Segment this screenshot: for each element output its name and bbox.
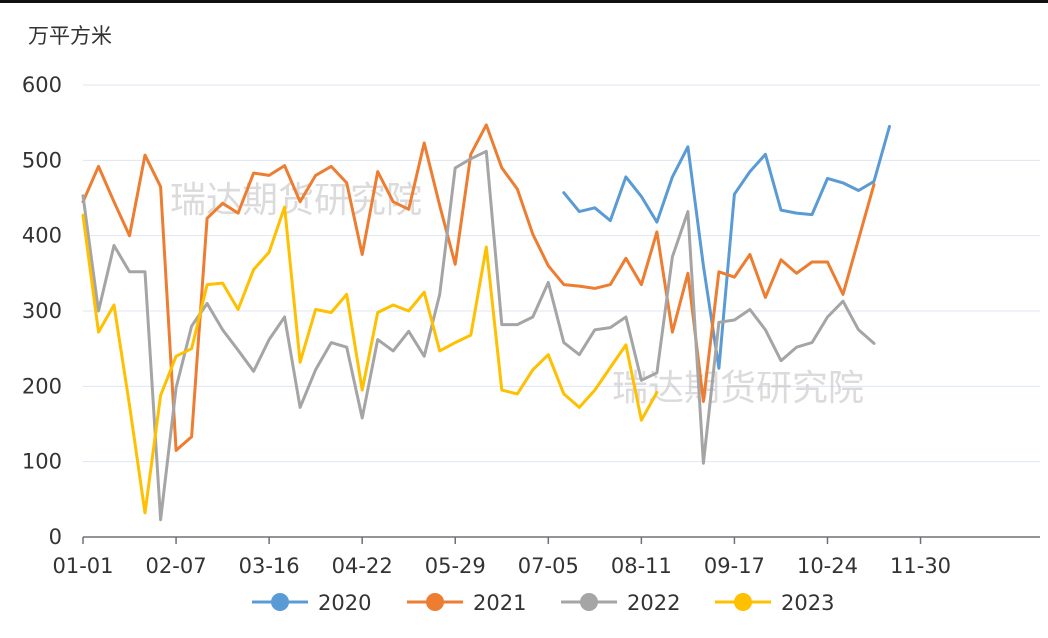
legend-marker-2021 bbox=[426, 593, 444, 611]
x-tick-label-01-01: 01-01 bbox=[52, 554, 113, 578]
series-line-2021 bbox=[81, 123, 876, 452]
x-tick-label-10-24: 10-24 bbox=[797, 554, 858, 578]
y-tick-label-0: 0 bbox=[49, 525, 62, 549]
legend-label-2020: 2020 bbox=[318, 591, 371, 615]
legend-marker-2022 bbox=[580, 593, 598, 611]
series-line-2023 bbox=[81, 205, 659, 515]
legend-marker-2023 bbox=[734, 593, 752, 611]
x-tick-label-05-29: 05-29 bbox=[425, 554, 486, 578]
x-tick-label-02-07: 02-07 bbox=[146, 554, 207, 578]
y-tick-label-300: 300 bbox=[22, 299, 62, 323]
x-tick-label-03-16: 03-16 bbox=[239, 554, 300, 578]
x-tick-label-07-05: 07-05 bbox=[518, 554, 579, 578]
legend-label-2023: 2023 bbox=[781, 591, 834, 615]
legend-label-2021: 2021 bbox=[473, 591, 526, 615]
legend-marker-2020 bbox=[271, 593, 289, 611]
x-tick-label-09-17: 09-17 bbox=[704, 554, 765, 578]
x-tick-label-04-22: 04-22 bbox=[332, 554, 393, 578]
x-tick-label-11-30: 11-30 bbox=[890, 554, 951, 578]
y-axis-unit-label: 万平方米 bbox=[28, 24, 112, 48]
y-tick-label-400: 400 bbox=[22, 224, 62, 248]
x-tick-label-08-11: 08-11 bbox=[611, 554, 672, 578]
y-tick-label-100: 100 bbox=[22, 450, 62, 474]
top-border bbox=[0, 0, 1048, 3]
series-line-2020 bbox=[562, 124, 891, 370]
y-tick-label-600: 600 bbox=[22, 73, 62, 97]
y-tick-label-500: 500 bbox=[22, 148, 62, 172]
legend-label-2022: 2022 bbox=[627, 591, 680, 615]
series-line-2022 bbox=[81, 149, 876, 522]
y-tick-label-200: 200 bbox=[22, 374, 62, 398]
